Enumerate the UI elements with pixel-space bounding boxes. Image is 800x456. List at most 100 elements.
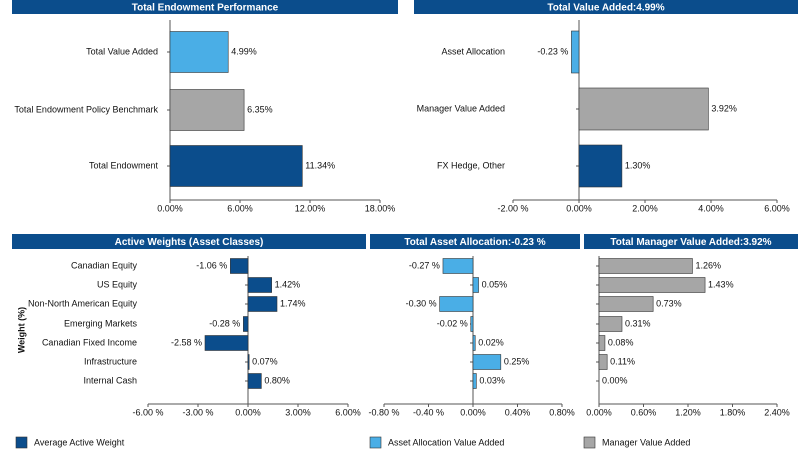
x-tick-label: 0.00% — [566, 203, 592, 213]
bar — [472, 277, 479, 293]
value-label: -0.30 % — [406, 298, 437, 308]
y-axis-label: Weight (%) — [16, 307, 26, 353]
panel-header — [584, 234, 798, 249]
value-label: 1.43% — [708, 279, 734, 289]
x-tick-label: 6.00% — [227, 203, 253, 213]
value-label: 11.34% — [305, 160, 335, 170]
y-tick-label: Infrastructure — [84, 356, 137, 366]
bar — [230, 258, 249, 274]
y-tick-label: Total Value Added — [86, 46, 158, 56]
x-tick-label: -2.00 % — [497, 203, 528, 213]
panel-header — [12, 234, 366, 249]
x-tick-label: 0.40% — [505, 407, 531, 417]
bar — [472, 373, 477, 389]
bar — [247, 277, 272, 293]
value-label: 0.00% — [602, 375, 628, 385]
bar — [598, 296, 654, 312]
y-tick-label: Canadian Fixed Income — [42, 337, 137, 347]
value-label: 0.05% — [482, 279, 508, 289]
x-tick-label: 3.00% — [285, 407, 311, 417]
legend-swatch — [583, 436, 596, 449]
x-tick-label: -6.00 % — [132, 407, 163, 417]
bar — [442, 258, 474, 274]
y-tick-label: FX Hedge, Other — [437, 160, 505, 170]
bar — [169, 145, 303, 187]
y-tick-label: Internal Cash — [83, 375, 137, 385]
x-tick-label: 0.00% — [586, 407, 612, 417]
value-label: -0.23 % — [537, 46, 568, 56]
panel-title: Total Asset Allocation:-0.23 % — [404, 237, 545, 248]
bar — [578, 87, 709, 131]
legend-swatch — [15, 436, 28, 449]
bar — [571, 30, 580, 74]
y-tick-label: Total Endowment Policy Benchmark — [14, 104, 158, 114]
x-tick-label: 6.00% — [335, 407, 361, 417]
x-tick-label: 0.00% — [235, 407, 261, 417]
bar — [247, 354, 250, 370]
value-label: 3.92% — [711, 103, 737, 113]
bar — [598, 277, 706, 293]
panel-title: Total Value Added:4.99% — [547, 3, 664, 14]
x-tick-label: -0.80 % — [368, 407, 399, 417]
legend-label: Average Active Weight — [34, 437, 125, 447]
y-tick-label: Asset Allocation — [441, 46, 505, 56]
value-label: 1.30% — [625, 160, 651, 170]
value-label: 0.11% — [610, 356, 635, 366]
legend-label: Manager Value Added — [602, 437, 690, 447]
panel-header — [414, 0, 798, 14]
bar — [243, 316, 249, 332]
x-tick-label: 0.80% — [549, 407, 575, 417]
x-tick-label: 12.00% — [295, 203, 326, 213]
value-label: 1.26% — [695, 260, 721, 270]
x-tick-label: 1.80% — [720, 407, 746, 417]
value-label: 1.74% — [280, 298, 306, 308]
bar — [578, 144, 623, 188]
x-tick-label: 6.00% — [764, 203, 790, 213]
x-tick-label: 2.00% — [632, 203, 658, 213]
bar — [247, 373, 262, 389]
bar — [470, 316, 474, 332]
x-tick-label: 2.40% — [764, 407, 790, 417]
x-tick-label: -3.00 % — [182, 407, 213, 417]
y-tick-label: Emerging Markets — [64, 318, 138, 328]
value-label: 0.31% — [625, 318, 651, 328]
bar — [472, 354, 502, 370]
value-label: -0.27 % — [409, 260, 440, 270]
value-label: 0.80% — [264, 375, 290, 385]
y-tick-label: Canadian Equity — [71, 260, 138, 270]
y-tick-label: Manager Value Added — [417, 103, 505, 113]
legend-swatch — [369, 436, 382, 449]
value-label: 0.25% — [504, 356, 530, 366]
value-label: 0.07% — [252, 356, 278, 366]
bar — [247, 296, 278, 312]
legend-label: Asset Allocation Value Added — [388, 437, 504, 447]
value-label: 4.99% — [231, 46, 257, 56]
bar — [598, 335, 606, 351]
value-label: 0.08% — [608, 337, 634, 347]
bar — [598, 316, 623, 332]
panel-header — [12, 0, 398, 14]
x-tick-label: 18.00% — [365, 203, 396, 213]
x-tick-label: 0.00% — [157, 203, 183, 213]
panel-title: Total Manager Value Added:3.92% — [610, 237, 771, 248]
value-label: -2.58 % — [171, 337, 202, 347]
x-tick-label: 1.20% — [675, 407, 701, 417]
value-label: 1.42% — [275, 279, 301, 289]
value-label: 0.73% — [656, 298, 682, 308]
x-tick-label: -0.40 % — [413, 407, 444, 417]
panel-header — [370, 234, 580, 249]
value-label: 6.35% — [247, 104, 273, 114]
panel-title: Total Endowment Performance — [132, 3, 279, 14]
x-tick-label: 4.00% — [698, 203, 724, 213]
value-label: -1.06 % — [196, 260, 227, 270]
value-label: 0.02% — [478, 337, 504, 347]
y-tick-label: US Equity — [97, 279, 138, 289]
bar — [169, 31, 229, 73]
bar — [169, 89, 245, 131]
value-label: -0.02 % — [437, 318, 468, 328]
y-tick-label: Non-North American Equity — [28, 298, 138, 308]
bar — [598, 258, 693, 274]
panel-title: Active Weights (Asset Classes) — [115, 237, 264, 248]
bar — [439, 296, 474, 312]
